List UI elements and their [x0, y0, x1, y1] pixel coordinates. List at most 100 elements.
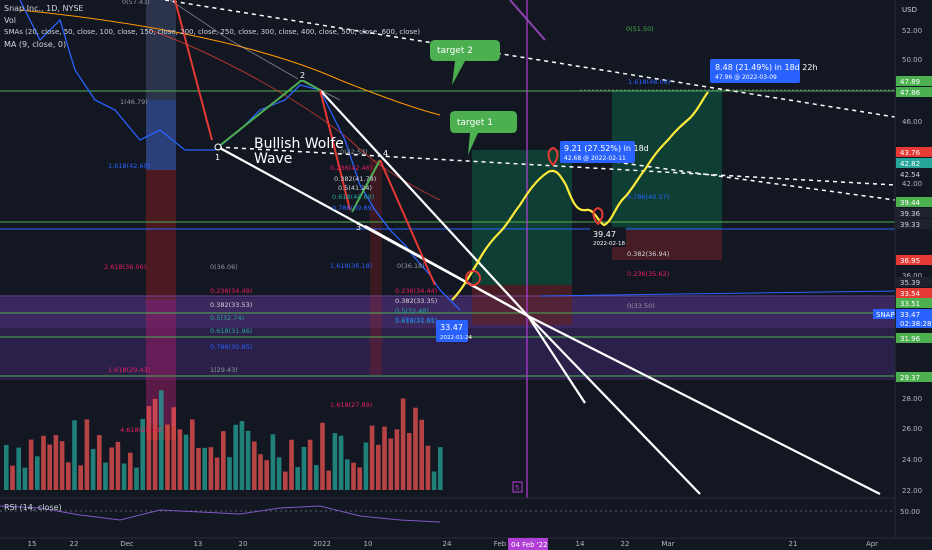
volume-bar [413, 407, 418, 490]
price-badge-bg [896, 208, 932, 218]
target1-callout[interactable]: target 1 [450, 111, 517, 155]
volume-bar [431, 471, 437, 490]
price-tick: 46.00 [902, 118, 922, 126]
fib-label: 0.5(32.48) [395, 307, 429, 315]
price-badge-bg [896, 255, 932, 265]
volume-bar [388, 438, 393, 490]
fib-label: 0.618(31.96) [210, 327, 252, 335]
volume-bar [351, 462, 356, 490]
volume-bar [90, 448, 96, 490]
volume-bar [152, 398, 158, 490]
wolfe-point-3: 3 [356, 223, 361, 232]
volume-bar [252, 441, 257, 490]
wolfe-point-2: 2 [298, 70, 308, 80]
volume-bar [159, 390, 164, 490]
volume-bar [202, 447, 207, 490]
price-badge: 31.96 [900, 335, 921, 343]
sma-lines [19, 0, 546, 201]
price-axis-ticks: USD 52.00 50.00 46.00 42.00 36.00 28.00 26.00 24… [902, 6, 922, 495]
volume-bar [196, 447, 201, 490]
volume-bar [295, 467, 300, 490]
price-tick: 52.00 [902, 27, 922, 35]
fib-label: 0(51.50) [626, 25, 654, 33]
price-badge: 39.33 [900, 221, 920, 229]
wolfe-lines [217, 89, 881, 495]
time-tick: Dec [120, 540, 134, 548]
volume-bar [357, 467, 362, 490]
price-tick: 28.00 [902, 395, 922, 403]
rsi-line [0, 505, 441, 523]
callout-low-1[interactable]: 33.47 2022-01-24 [436, 320, 472, 342]
time-tick: Apr [866, 540, 878, 548]
price-badge: 39.44 [900, 199, 921, 207]
svg-text:2022-02-18: 2022-02-18 [593, 241, 625, 247]
svg-text:3: 3 [356, 223, 361, 232]
volume-bar [4, 445, 9, 490]
fib-label: 0.236(42.46) [330, 164, 372, 172]
price-tick: 42.00 [902, 180, 922, 188]
fib-label: 0(36.18) [397, 262, 425, 270]
volume-bar [35, 456, 40, 490]
volume-bar [103, 462, 108, 490]
fib-label: 0(42.53) [340, 148, 368, 156]
price-badge-bg [896, 318, 932, 328]
volume-bar [221, 431, 226, 490]
volume-bar [301, 446, 307, 490]
time-tick: 22 [621, 540, 630, 548]
callout-27pct[interactable]: 9.21 (27.52%) in 18d 42.68 @ 2022-02-11 [560, 141, 649, 163]
price-badge: 33.47 [900, 311, 920, 319]
svg-text:2022-01-24: 2022-01-24 [440, 335, 472, 341]
wolfe-point-4: 4 [383, 149, 388, 158]
volume-bar [28, 439, 34, 490]
volume-bar [363, 442, 369, 490]
fib-label: 1.618(48.06) [628, 78, 670, 86]
price-badge-bg [896, 219, 932, 229]
volume-bar [121, 463, 127, 490]
time-tick: 13 [194, 540, 203, 548]
target1-long-zone [472, 150, 572, 285]
pin-marker-peak [547, 146, 559, 167]
volume-bar [84, 419, 90, 490]
volume-bar [338, 435, 344, 490]
volume-bar [314, 465, 319, 490]
price-badge-bg [896, 506, 932, 516]
volume-bar [59, 441, 65, 490]
volume-bar [326, 470, 331, 490]
price-badge-bg [896, 147, 932, 157]
fib-label: 1.618(36.18) [330, 262, 372, 270]
price-badge-bg [896, 76, 932, 86]
fib-label: 0.786(40.57) [627, 193, 669, 201]
price-badge: 33.54 [900, 290, 921, 298]
volume-bar [208, 447, 214, 490]
price-axis-badges: 47.89 47.86 43.76 42.82 42.54 39.44 39.36 39.33… [896, 76, 932, 516]
wolfe-point-1: 1 [214, 143, 222, 162]
volume-bar [239, 421, 245, 490]
volume-bar [233, 424, 238, 490]
target2-callout[interactable]: target 2 [430, 40, 500, 85]
fib-label: 0(33.50) [627, 302, 655, 310]
svg-text:42.68 @ 2022-02-11: 42.68 @ 2022-02-11 [564, 155, 626, 162]
volume-bar [190, 419, 195, 490]
volume-bar [264, 460, 269, 490]
volume-bar [258, 454, 263, 490]
volume-bar [438, 447, 443, 490]
volume-bar [407, 432, 412, 490]
price-tick: 26.00 [902, 425, 922, 433]
ma-label: MA (9, close, 0) [4, 40, 67, 49]
callout-low-2[interactable]: 39.47 2022-02-18 [590, 227, 626, 247]
callout-21pct[interactable]: 8.48 (21.49%) in 18d 22h 47.96 @ 2022-03… [710, 59, 818, 83]
price-badge: 50.00 [900, 508, 920, 516]
volume-bar [227, 457, 232, 490]
volume-bar [320, 422, 325, 490]
vol-label: Vol [4, 16, 16, 25]
svg-text:1: 1 [215, 153, 220, 162]
fib-label: 0(36.06) [210, 263, 238, 271]
volume-bar [16, 447, 21, 490]
volume-bar [115, 441, 121, 490]
volume-bar [78, 465, 83, 490]
rsi-label: RSI (14, close) [4, 503, 62, 512]
volume-bar [22, 467, 28, 490]
fib-label: 0.5(32.74) [210, 314, 244, 322]
fib-label: 0.382(33.35) [395, 297, 437, 305]
